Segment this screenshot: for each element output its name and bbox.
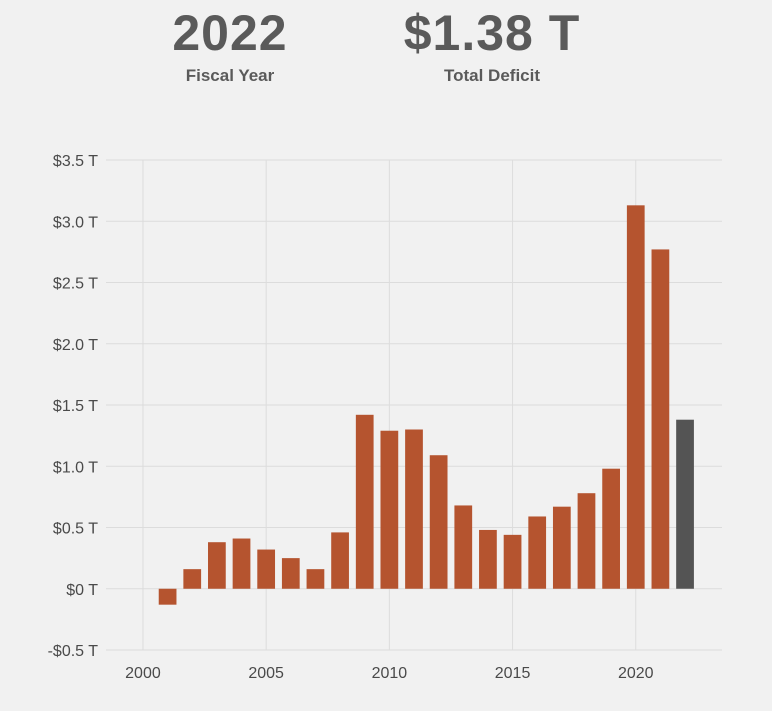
- fiscal-year-value: 2022: [172, 5, 288, 61]
- bar-2022: [676, 419, 694, 589]
- y-tick-label: $2.5 T: [53, 276, 98, 293]
- y-tick-label: $1.0 T: [53, 459, 98, 476]
- fiscal-year-label: Fiscal Year: [185, 66, 275, 85]
- bar-2001: [158, 588, 177, 605]
- bar-2010: [380, 430, 399, 589]
- bar-2015: [503, 534, 522, 589]
- bar-2008: [331, 532, 349, 589]
- bar-2003: [208, 542, 226, 589]
- bar-2013: [454, 505, 473, 589]
- bar-2018: [577, 493, 596, 589]
- bar-2016: [528, 516, 547, 589]
- x-tick-label: 2010: [372, 665, 408, 682]
- bar-2014: [479, 529, 497, 589]
- x-tick-label: 2005: [248, 665, 284, 682]
- bar-2007: [306, 569, 325, 589]
- bar-2004: [232, 538, 251, 589]
- bar-2009: [355, 414, 374, 589]
- bar-2021: [651, 249, 670, 589]
- total-deficit-label: Total Deficit: [443, 66, 541, 85]
- y-tick-label: $1.5 T: [53, 398, 98, 415]
- y-tick-label: $0.5 T: [53, 521, 98, 538]
- x-tick-label: 2000: [125, 665, 161, 682]
- bar-2012: [429, 455, 448, 589]
- y-tick-label: $3.5 T: [53, 153, 98, 170]
- y-tick-label: -$0.5 T: [48, 643, 99, 660]
- bar-2002: [183, 569, 202, 589]
- bar-2017: [552, 506, 571, 589]
- bar-2006: [281, 558, 300, 589]
- total-deficit-stat: $1.38 T Total Deficit: [382, 4, 602, 86]
- total-deficit-value: $1.38 T: [403, 5, 581, 61]
- x-tick-label: 2020: [618, 665, 654, 682]
- fiscal-year-stat: 2022 Fiscal Year: [120, 4, 340, 86]
- bar-2019: [602, 468, 620, 589]
- y-tick-label: $2.0 T: [53, 337, 98, 354]
- bar-2011: [405, 429, 423, 589]
- y-tick-label: $3.0 T: [53, 214, 98, 231]
- y-tick-label: $0 T: [66, 582, 98, 599]
- bar-2020: [626, 205, 645, 589]
- bar-2005: [257, 549, 276, 589]
- x-tick-label: 2015: [495, 665, 531, 682]
